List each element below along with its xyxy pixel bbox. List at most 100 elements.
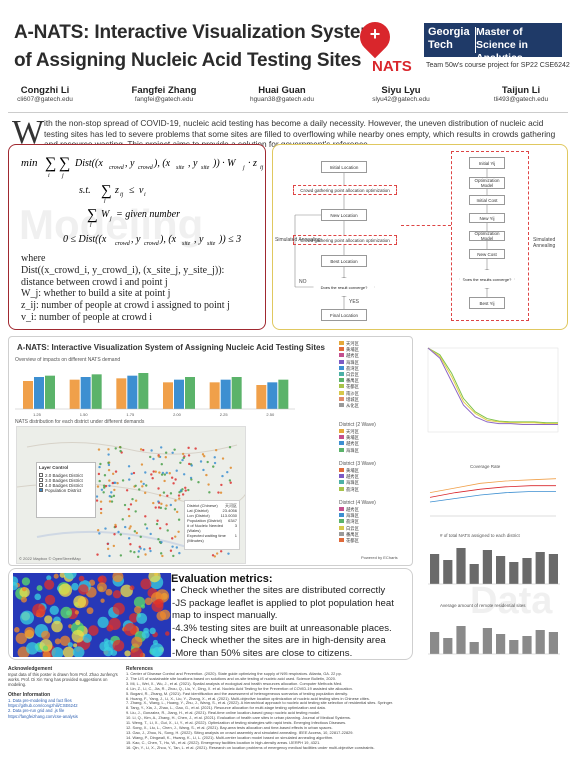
site-marker <box>133 551 136 554</box>
site-marker <box>152 501 155 505</box>
nats-assigned-bar <box>456 548 466 584</box>
population-heatmap <box>13 573 171 657</box>
layer-checkbox[interactable] <box>39 488 43 492</box>
reference-item: 4. Lin, Z., Li, C., Jia, R., Zhou, Q., L… <box>126 685 353 691</box>
legend-item[interactable]: 海珠区 <box>339 447 409 454</box>
convergence-line-chart <box>427 347 559 433</box>
heat-spot <box>88 625 99 636</box>
legend-label: 越秀区 <box>346 353 359 359</box>
legend-label: 从化区 <box>346 403 359 409</box>
heat-spot <box>123 623 137 636</box>
site-marker <box>174 499 177 502</box>
legend-swatch <box>339 372 344 377</box>
flow-no-label: NO <box>299 279 307 285</box>
site-marker <box>108 479 111 482</box>
legend-swatch <box>339 507 344 511</box>
layer-checkbox[interactable] <box>39 478 43 482</box>
heat-spot <box>14 627 20 633</box>
info-row: Expected waiting time (Minutes) 1 <box>187 533 237 543</box>
legend-label: 花都区 <box>346 384 359 390</box>
legend-item[interactable]: 越秀区 <box>339 353 409 359</box>
legend-item[interactable]: 增城区 <box>339 396 409 403</box>
legend-item[interactable]: 黄埔区 <box>339 435 409 441</box>
site-marker <box>140 480 143 483</box>
coverage-chart-area <box>418 470 568 522</box>
layer-option-2[interactable]: 3.0 Badges District <box>39 478 93 483</box>
legend-swatch <box>339 365 344 370</box>
remote-sites-bar <box>482 628 492 654</box>
site-marker <box>97 448 101 451</box>
remote-sites-bar <box>496 634 506 654</box>
layer-checkbox[interactable] <box>39 473 43 477</box>
heat-spot <box>130 647 144 657</box>
convergence-frame <box>427 347 559 433</box>
flow-new-yij: New Yij <box>469 213 505 223</box>
other-link-2[interactable]: 2. Data pre-run grid and .js file https:… <box>8 708 78 719</box>
overview-bar <box>127 375 138 409</box>
site-marker <box>137 555 140 559</box>
svg-text:, y: , y <box>194 234 204 245</box>
legend-item[interactable]: 白云区 <box>339 525 409 532</box>
info-key: District (Chinese) <box>187 503 218 508</box>
site-marker <box>187 488 190 492</box>
layer-checkbox[interactable] <box>39 483 43 487</box>
legend-item[interactable]: 荔湾区 <box>339 365 409 372</box>
svg-text:j: j <box>89 222 92 227</box>
reference-item: 14. Wang, P., Dingwall, K., Hwang, K., L… <box>126 734 334 740</box>
legend-item[interactable]: 花都区 <box>339 384 409 390</box>
site-marker <box>177 518 181 521</box>
nats-logo-text: NATS <box>372 58 412 75</box>
poster-title-line-2: of Assigning Nucleic Acid Testing Sites <box>14 50 362 71</box>
nats-assigned-title: # of total NATS assigned to each distric… <box>440 533 520 538</box>
remote-sites-bar-chart <box>428 626 560 655</box>
flow-opt-model-2: Optimization Model <box>469 231 505 241</box>
layer-option-4[interactable]: Population District <box>39 488 93 493</box>
evaluation-title: Evaluation metrics: <box>171 573 273 585</box>
svg-text:W: W <box>101 209 111 220</box>
layer-control[interactable]: Layer Control 2.0 Badges District 3.0 Ba… <box>36 462 96 518</box>
layer-option-1[interactable]: 2.0 Badges District <box>39 473 93 478</box>
legend-item[interactable]: 南沙区 <box>339 390 409 397</box>
legend-item[interactable]: 黄埔区 <box>339 347 409 353</box>
site-marker <box>112 494 116 498</box>
legend-item[interactable]: 天河区 <box>339 429 409 435</box>
heat-spot <box>86 607 94 615</box>
eval-line: Check whether the sites are distributed … <box>180 585 386 596</box>
site-marker <box>102 484 106 487</box>
legend-item[interactable]: 荔湾区 <box>339 519 409 525</box>
legend-item[interactable]: 从化区 <box>339 403 409 409</box>
legend-item[interactable]: 越秀区 <box>339 474 409 480</box>
other-link-1[interactable]: 1. Data pre-modeling and fact files http… <box>8 698 78 709</box>
layer-option-3[interactable]: 4.0 Badges District <box>39 483 93 488</box>
reference-item: 10. Li, Q., Kim, A., Zhang, H., Chen, J.… <box>126 715 351 721</box>
site-marker <box>221 474 224 478</box>
legend-item[interactable]: 白云区 <box>339 372 409 378</box>
legend-item[interactable]: 天河区 <box>339 341 409 347</box>
legend-item[interactable]: 海珠区 <box>339 359 409 366</box>
reference-item: 5. Bogani, R., Zhang, M. (2021). Fast id… <box>126 690 349 696</box>
legend-item[interactable]: 海珠区 <box>339 513 409 519</box>
legend-item[interactable]: 花都区 <box>339 538 409 544</box>
legend-item[interactable]: 黄埔区 <box>339 468 409 474</box>
site-marker <box>171 545 174 548</box>
author-4: Siyu Lyu slyu42@gatech.edu <box>356 85 446 103</box>
legend-item[interactable]: 越秀区 <box>339 507 409 513</box>
legend-item[interactable]: 越秀区 <box>339 441 409 447</box>
legend-label: 黄埔区 <box>346 347 359 353</box>
site-marker <box>158 527 162 530</box>
overview-bar <box>23 381 33 409</box>
legend-item[interactable]: 番禺区 <box>339 531 409 538</box>
legend-swatch <box>339 525 344 530</box>
site-marker <box>205 473 208 477</box>
heat-spot <box>149 627 156 635</box>
legend-item[interactable]: 海珠区 <box>339 480 409 486</box>
flow-new-location: New Location <box>321 209 367 221</box>
site-marker <box>229 466 232 470</box>
legend-item[interactable]: 番禺区 <box>339 378 409 384</box>
site-marker <box>106 547 110 551</box>
map-attribution: © 2022 Mapbox © OpenStreetMap <box>19 556 81 561</box>
site-marker <box>178 490 181 494</box>
svg-text:Dist((x: Dist((x <box>74 158 103 169</box>
site-marker <box>144 523 147 526</box>
legend-item[interactable]: 荔湾区 <box>339 486 409 493</box>
